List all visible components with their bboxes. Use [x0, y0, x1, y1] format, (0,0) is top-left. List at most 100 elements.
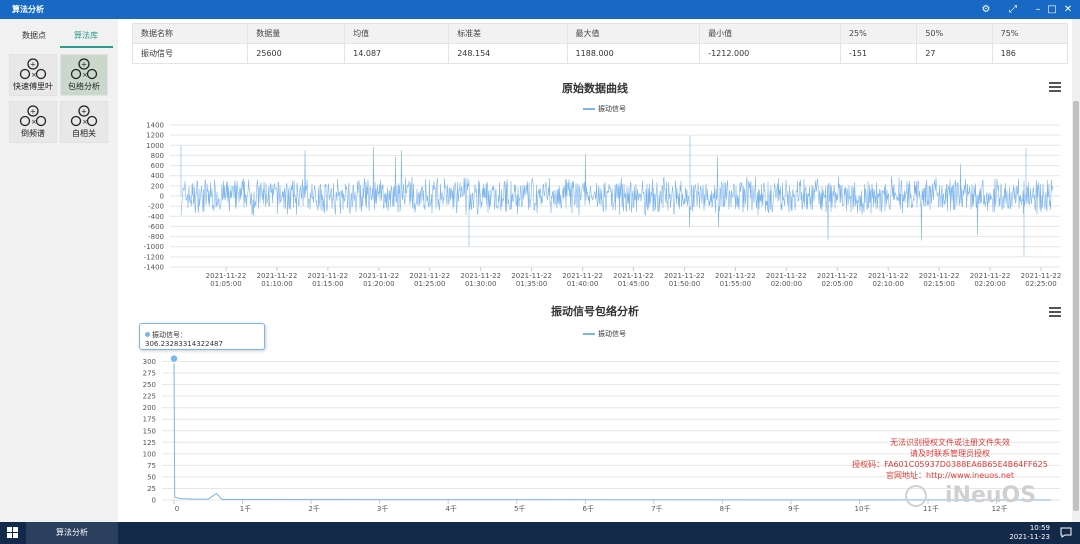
y-tick-label: 175: [143, 416, 156, 424]
legend-swatch: [583, 108, 595, 110]
y-tick-label: -1000: [144, 243, 164, 251]
algorithm-icon: + ×: [19, 105, 47, 127]
table-row: 振动信号 25600 14.087 248.154 1188.000 -1212…: [131, 43, 1069, 64]
watermark-line: 官网地址：http://www.ineuos.net: [886, 471, 1014, 480]
close-button[interactable]: ✕: [1063, 4, 1073, 15]
svg-text:+: +: [30, 61, 36, 69]
algorithm-tile-fft[interactable]: + × 快速傅里叶: [9, 54, 57, 96]
x-tick-label: 01:55:00: [720, 280, 751, 288]
tab-data-points[interactable]: 数据点: [22, 31, 46, 40]
notification-icon[interactable]: [1060, 527, 1072, 538]
windows-start-icon[interactable]: [0, 522, 26, 544]
active-tab-indicator: [60, 46, 113, 48]
x-tick-label: 01:35:00: [516, 280, 547, 288]
y-tick-label: 250: [143, 381, 156, 389]
table-cell: 27: [916, 43, 993, 64]
table-cell: 186: [991, 43, 1069, 64]
y-tick-label: 125: [143, 439, 156, 447]
x-tick-label: 2021-11-22: [257, 272, 298, 280]
y-tick-label: 100: [143, 450, 156, 458]
x-tick-label: 11千: [923, 504, 939, 513]
restore-down-icon[interactable]: ⤢: [1009, 4, 1017, 15]
svg-text:×: ×: [82, 118, 88, 126]
chart-tooltip: 振动信号：306.23283314322487: [139, 323, 265, 350]
chart-menu-icon[interactable]: [1049, 82, 1061, 92]
statistics-table: 数据名称 数据量 均值 标准差 最大值 最小值 25% 50% 75% 振动信号…: [131, 23, 1069, 64]
column-header: 标准差: [448, 23, 568, 44]
x-tick-label: 01:40:00: [567, 280, 598, 288]
table-cell: 248.154: [448, 43, 568, 64]
x-tick-label: 01:50:00: [669, 280, 700, 288]
x-tick-label: 8千: [720, 504, 731, 513]
license-watermark: 无法识别授权文件或注册文件失效 请及时联系管理员授权 授权码：FA601C059…: [840, 437, 1060, 481]
algorithm-tile-envelope[interactable]: + × 包络分析: [60, 54, 108, 96]
x-tick-label: 10千: [854, 504, 870, 513]
x-tick-label: 2021-11-22: [919, 272, 960, 280]
y-tick-label: 400: [151, 172, 164, 180]
vertical-scrollbar[interactable]: [1072, 19, 1080, 522]
y-tick-label: -400: [148, 213, 164, 221]
x-tick-label: 2021-11-22: [562, 272, 603, 280]
x-tick-label: 2021-11-22: [868, 272, 909, 280]
x-tick-label: 01:10:00: [261, 280, 292, 288]
envelope-chart-legend[interactable]: 振动信号: [583, 329, 626, 339]
x-tick-label: 2021-11-22: [206, 272, 247, 280]
y-tick-label: 1200: [146, 132, 164, 140]
minimize-button[interactable]: –: [1035, 4, 1041, 15]
scrollbar-thumb[interactable]: [1073, 101, 1079, 511]
x-tick-label: 2021-11-22: [613, 272, 654, 280]
x-tick-label: 5千: [514, 504, 525, 513]
column-header: 25%: [839, 23, 918, 44]
raw-data-chart: 1400 1200 1000 800 600 400 200 0 -200 -400 -600 -80…: [144, 122, 1062, 289]
column-header: 数据量: [247, 23, 346, 44]
tile-label: 倒频谱: [21, 129, 45, 138]
x-tick-label: 9千: [788, 504, 799, 513]
y-tick-label: 50: [147, 473, 156, 481]
legend-label: 振动信号: [598, 105, 626, 113]
raw-chart-legend[interactable]: 振动信号: [583, 104, 626, 114]
table-cell: -151: [839, 43, 918, 64]
envelope-line: [173, 358, 1052, 501]
x-tick-label: 2021-11-22: [664, 272, 705, 280]
y-tick-label: 600: [151, 162, 164, 170]
svg-text:×: ×: [82, 71, 88, 79]
x-tick-label: 2021-11-22: [409, 272, 450, 280]
x-tick-label: 01:15:00: [312, 280, 343, 288]
algorithm-icon: + ×: [19, 58, 47, 80]
x-tick-label: 7千: [651, 504, 662, 513]
tab-algorithm-library[interactable]: 算法库: [74, 31, 98, 40]
taskbar-app-button[interactable]: 算法分析: [26, 522, 118, 544]
y-tick-label: -800: [148, 233, 164, 241]
clock-date: 2021-11-23: [1009, 533, 1050, 541]
settings-icon[interactable]: ⚙: [981, 4, 991, 15]
y-tick-label: 200: [143, 404, 156, 412]
x-tick-label: 02:10:00: [872, 280, 903, 288]
x-tick-label: 2021-11-22: [715, 272, 756, 280]
x-tick-label: 2千: [308, 504, 319, 513]
table-cell: 1188.000: [566, 43, 701, 64]
svg-text:+: +: [81, 61, 87, 69]
svg-text:+: +: [30, 108, 36, 116]
maximize-button[interactable]: □: [1047, 4, 1057, 15]
x-tick-label: 2021-11-22: [817, 272, 858, 280]
svg-text:+: +: [81, 108, 87, 116]
algorithm-tile-cepstrum[interactable]: + × 倒频谱: [9, 101, 57, 143]
tile-label: 快速傅里叶: [13, 82, 53, 91]
chart-menu-icon[interactable]: [1049, 307, 1061, 317]
table-cell: -1212.000: [699, 43, 841, 64]
system-clock[interactable]: 10:59 2021-11-23: [1009, 524, 1050, 542]
x-tick-label: 3千: [377, 504, 388, 513]
y-tick-label: -600: [148, 223, 164, 231]
x-tick-label: 4千: [445, 504, 456, 513]
x-tick-label: 01:05:00: [210, 280, 241, 288]
x-tick-label: 2021-11-22: [766, 272, 807, 280]
wechat-logo-icon: [905, 485, 927, 507]
algorithm-tile-autocorrelation[interactable]: + × 自相关: [60, 101, 108, 143]
y-tick-label: 0: [152, 497, 156, 505]
x-tick-label: 01:30:00: [465, 280, 496, 288]
x-tick-label: 1千: [240, 504, 251, 513]
clock-time: 10:59: [1029, 524, 1050, 532]
watermark-line: 请及时联系管理员授权: [910, 449, 990, 458]
envelope-chart-title: 振动信号包络分析: [551, 305, 639, 318]
